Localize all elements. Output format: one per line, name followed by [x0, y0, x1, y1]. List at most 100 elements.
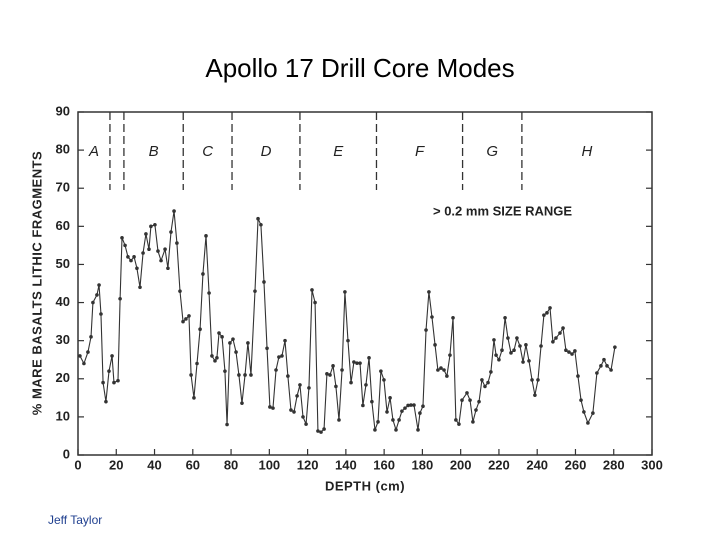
- data-point: [409, 403, 413, 407]
- data-point: [295, 394, 299, 398]
- data-point: [436, 368, 440, 372]
- chart-title: Apollo 17 Drill Core Modes: [205, 53, 514, 83]
- data-point: [116, 378, 120, 383]
- data-point: [512, 348, 516, 352]
- data-point: [141, 251, 145, 255]
- data-point: [149, 224, 153, 229]
- data-point: [573, 349, 577, 353]
- x-tick-label: 60: [186, 457, 200, 472]
- data-point: [421, 404, 425, 409]
- data-point: [500, 348, 504, 352]
- data-point: [530, 378, 534, 382]
- data-point: [104, 399, 108, 404]
- data-point: [424, 328, 428, 332]
- data-point: [213, 359, 217, 363]
- data-point: [545, 311, 549, 315]
- data-point: [126, 255, 130, 259]
- y-tick-label: 20: [56, 370, 70, 385]
- data-point: [286, 374, 290, 378]
- data-point: [262, 280, 266, 284]
- y-tick-label: 0: [63, 446, 70, 461]
- data-point: [301, 415, 305, 419]
- x-tick-label: 160: [373, 457, 395, 472]
- data-point: [118, 296, 122, 301]
- x-tick-label: 0: [74, 457, 81, 472]
- data-point: [382, 378, 386, 382]
- data-point: [605, 364, 609, 368]
- data-point: [198, 327, 202, 332]
- data-point: [217, 331, 221, 335]
- data-point: [259, 223, 263, 227]
- data-point: [187, 314, 191, 318]
- credit: Jeff Taylor: [48, 513, 102, 527]
- data-point: [551, 340, 555, 344]
- data-point: [477, 399, 481, 404]
- data-point: [156, 249, 160, 253]
- data-point: [280, 354, 284, 358]
- data-point: [334, 384, 338, 389]
- data-point: [460, 398, 464, 402]
- x-tick-label: 240: [526, 457, 548, 472]
- data-point: [110, 354, 114, 358]
- data-point: [201, 272, 205, 276]
- x-tick-label: 100: [258, 457, 280, 472]
- data-point: [166, 266, 170, 271]
- data-point: [418, 411, 422, 415]
- data-point: [548, 306, 552, 310]
- data-point: [465, 391, 469, 395]
- x-tick-label: 40: [147, 457, 161, 472]
- data-point: [246, 341, 250, 345]
- data-point: [373, 428, 377, 432]
- data-point: [400, 409, 404, 413]
- data-point: [316, 429, 320, 433]
- x-tick-label: 80: [224, 457, 238, 472]
- data-point: [231, 337, 235, 341]
- data-point: [189, 373, 193, 377]
- data-point: [159, 258, 163, 263]
- data-point: [468, 398, 472, 402]
- data-point: [518, 344, 522, 348]
- data-point: [506, 336, 510, 340]
- data-point: [237, 373, 241, 377]
- data-point: [220, 335, 224, 339]
- data-point: [486, 380, 490, 385]
- data-point: [586, 421, 590, 425]
- data-point: [539, 344, 543, 348]
- data-point: [144, 232, 148, 236]
- data-point: [533, 393, 537, 397]
- data-point: [319, 430, 323, 434]
- data-point: [283, 338, 287, 343]
- data-point: [91, 300, 95, 305]
- data-point: [602, 357, 606, 362]
- data-point: [391, 418, 395, 422]
- data-point: [82, 361, 86, 366]
- data-point: [412, 403, 416, 407]
- data-point: [215, 356, 219, 360]
- x-tick-label: 200: [450, 457, 472, 472]
- y-tick-label: 80: [56, 142, 70, 157]
- y-tick-label: 50: [56, 256, 70, 271]
- data-point: [234, 350, 238, 354]
- data-point: [406, 403, 410, 408]
- data-point: [609, 368, 613, 372]
- data-point: [243, 373, 247, 377]
- data-point: [163, 247, 167, 251]
- data-point: [195, 361, 199, 366]
- data-point: [89, 335, 93, 339]
- y-tick-label: 40: [56, 294, 70, 309]
- zone-label: C: [202, 143, 213, 160]
- data-point: [448, 353, 452, 357]
- zone-label: E: [333, 143, 344, 160]
- data-point: [277, 355, 281, 359]
- data-point: [497, 357, 501, 362]
- zone-label: F: [415, 143, 425, 160]
- data-point: [582, 410, 586, 414]
- data-point: [361, 403, 365, 408]
- data-point: [97, 283, 101, 287]
- y-tick-label: 90: [56, 103, 70, 118]
- data-point: [304, 422, 308, 426]
- data-point: [86, 350, 90, 354]
- data-point: [564, 348, 568, 352]
- data-point: [346, 338, 350, 343]
- data-point: [451, 316, 455, 320]
